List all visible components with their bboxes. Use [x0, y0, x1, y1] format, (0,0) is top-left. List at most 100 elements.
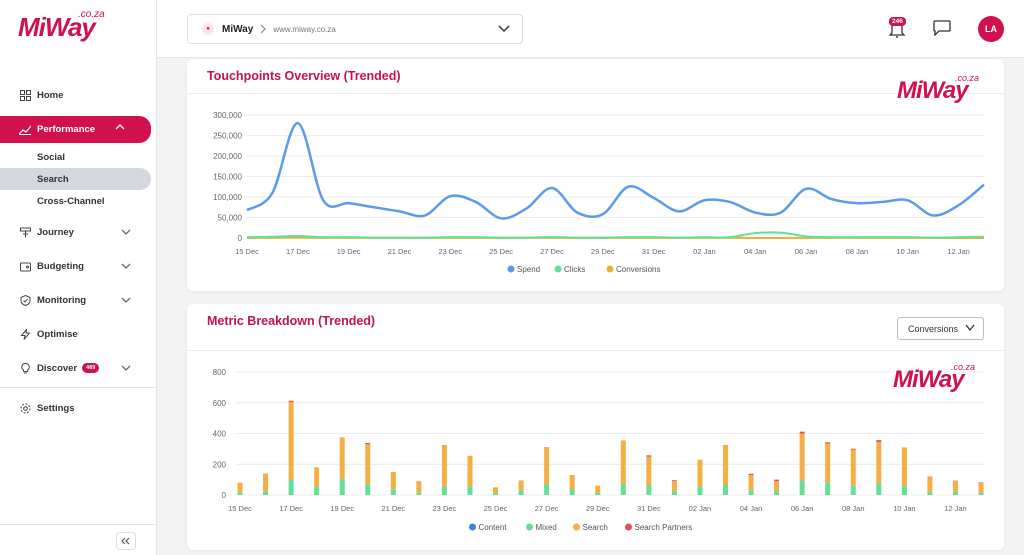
x-tick-label: 08 Jan [842, 504, 865, 513]
metric-breakdown-bar-chart: 800 600 400 200 015 Dec 17 Dec 19 Dec 21 Dec 23 … [213, 368, 984, 532]
trend-icon [19, 124, 31, 136]
bar-segment-mixed [263, 491, 269, 495]
card-title: Touchpoints Overview (Trended) [207, 69, 401, 83]
sidebar-item-discover[interactable]: Discover 469 [0, 357, 157, 379]
y-tick-label: 0 [222, 491, 227, 500]
bar-segment-mixed [646, 485, 652, 495]
card-divider [187, 350, 1004, 351]
sidebar-item-label: Settings [37, 402, 75, 414]
x-tick-label: 10 Jan [896, 247, 919, 256]
y-tick-label: 100,000 [213, 193, 242, 202]
chat-icon[interactable] [933, 20, 951, 36]
bar-segment-mixed [314, 486, 320, 495]
dropdown-value: Conversions [908, 323, 959, 334]
bar-segment-mixed [850, 485, 856, 495]
sidebar-subitem-search[interactable]: Search [0, 168, 151, 190]
bar-segment-mixed [237, 492, 243, 495]
bar-segment-search-partners [671, 480, 677, 482]
x-tick-label: 06 Jan [795, 247, 818, 256]
touchpoints-overview-card: Touchpoints Overview (Trended) MiWay .co… [187, 59, 1004, 291]
bar-segment-search [646, 456, 652, 486]
y-tick-label: 800 [213, 368, 227, 377]
bar-segment-mixed [339, 478, 345, 495]
sidebar-subitem-cross-channel[interactable]: Cross-Channel [37, 195, 105, 207]
bar-segment-mixed [927, 491, 933, 495]
double-chevron-left-icon [121, 537, 130, 545]
bar-segment-mixed [901, 485, 907, 495]
budget-icon [19, 260, 31, 272]
series-line-clicks [246, 231, 985, 239]
metric-dropdown[interactable]: Conversions [897, 317, 984, 340]
x-tick-label: 12 Jan [944, 504, 967, 513]
sidebar-subitem-social[interactable]: Social [37, 151, 65, 163]
legend-label: Search Partners [635, 523, 693, 532]
x-tick-label: 31 Dec [642, 247, 666, 256]
chevron-down-icon [121, 229, 131, 235]
bar-segment-search-partners [544, 447, 550, 449]
bar-segment-mixed [493, 493, 499, 495]
legend-label: Content [479, 523, 508, 532]
bar-segment-mixed [544, 484, 550, 495]
bar-segment-mixed [671, 491, 677, 495]
sidebar-item-home[interactable]: Home [0, 84, 157, 106]
logo-wordmark: MiWay [18, 12, 96, 42]
bar-segment-mixed [365, 484, 371, 495]
y-tick-label: 200 [213, 460, 227, 469]
bar-segment-search [671, 481, 677, 492]
bar-segment-search [237, 482, 243, 493]
bar-segment-search [978, 482, 984, 493]
bar-segment-search [850, 449, 856, 486]
bar-segment-search-partners [876, 440, 882, 442]
x-tick-label: 23 Dec [433, 504, 457, 513]
bar-segment-search-partners [365, 443, 371, 445]
bar-segment-mixed [722, 485, 728, 495]
x-tick-label: 27 Dec [535, 504, 559, 513]
logo-domain: .co.za [78, 9, 105, 20]
chevron-up-icon [115, 124, 125, 130]
bar-segment-search [595, 485, 601, 493]
x-tick-label: 02 Jan [689, 504, 712, 513]
bar-segment-search [620, 440, 626, 485]
x-tick-label: 17 Dec [286, 247, 310, 256]
bar-segment-mixed [518, 490, 524, 495]
miway-logo[interactable]: MiWay .co.za [18, 9, 108, 44]
sidebar-item-monitoring[interactable]: Monitoring [0, 289, 157, 311]
bar-segment-search [518, 480, 524, 491]
legend-label: Search [583, 523, 608, 532]
x-tick-label: 19 Dec [330, 504, 354, 513]
account-logo-icon: ● [202, 23, 214, 35]
bar-segment-search [569, 475, 575, 490]
nav-menu: Home Performance Social Search Cross-Cha… [0, 84, 157, 379]
sidebar-item-budgeting[interactable]: Budgeting [0, 255, 157, 277]
x-tick-label: 29 Dec [591, 247, 615, 256]
legend-label: Spend [517, 265, 540, 274]
sidebar-item-performance[interactable]: Performance [0, 116, 151, 143]
bar-segment-search-partners [748, 473, 754, 476]
sidebar-divider [0, 387, 157, 388]
account-url: www.miway.co.za [273, 24, 336, 34]
bar-segment-search [467, 455, 473, 487]
sidebar-item-settings[interactable]: Settings [0, 397, 157, 419]
x-tick-label: 27 Dec [540, 247, 564, 256]
legend-swatch-conversions [606, 265, 614, 273]
x-tick-label: 08 Jan [846, 247, 869, 256]
sidebar-item-label: Optimise [37, 328, 78, 340]
collapse-sidebar-button[interactable] [116, 532, 136, 550]
bar-segment-mixed [978, 492, 984, 495]
legend-swatch-mixed [526, 523, 533, 531]
logo-domain: .co.za [951, 362, 976, 372]
shield-icon [19, 294, 31, 306]
bar-segment-search-partners [288, 400, 294, 402]
bar-segment-search [799, 433, 805, 481]
account-selector[interactable]: ● MiWay www.miway.co.za [187, 14, 523, 44]
y-tick-label: 0 [238, 234, 243, 243]
bar-segment-search-partners [952, 480, 958, 482]
chevron-down-icon [121, 297, 131, 303]
bar-segment-mixed [569, 489, 575, 495]
sidebar-item-journey[interactable]: Journey [0, 221, 157, 243]
bulb-icon [19, 362, 31, 374]
bar-segment-search-partners [825, 442, 831, 444]
user-avatar[interactable]: LA [978, 16, 1004, 42]
bar-segment-search-partners [774, 479, 780, 482]
sidebar-item-optimise[interactable]: Optimise [0, 323, 157, 345]
